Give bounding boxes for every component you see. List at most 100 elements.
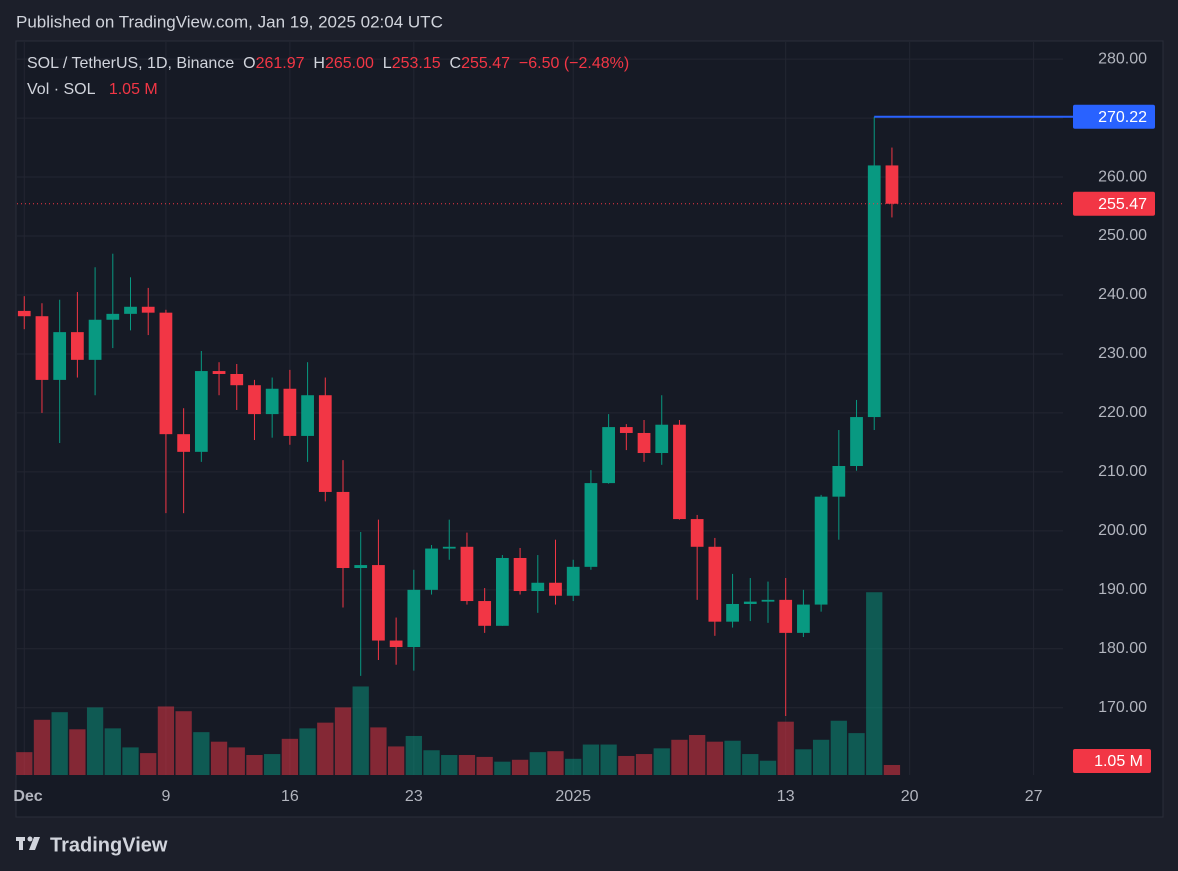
- candle-body: [177, 434, 191, 452]
- volume-bar: [334, 707, 352, 775]
- volume-bar: [812, 739, 830, 775]
- y-tick-label: 170.00: [1098, 699, 1147, 716]
- candle-body: [867, 165, 881, 418]
- candle-body: [549, 582, 562, 596]
- volume-bar: [246, 755, 263, 775]
- volume-bar: [122, 747, 139, 775]
- candle-body: [832, 465, 846, 497]
- x-tick-label: 9: [161, 788, 170, 805]
- y-tick-label: 210.00: [1098, 463, 1147, 480]
- y-tick-label: 250.00: [1098, 227, 1147, 244]
- candle-body: [495, 557, 509, 626]
- candle-body: [726, 603, 739, 622]
- volume-bar: [671, 739, 688, 775]
- candle-body: [743, 601, 757, 604]
- volume-bar: [742, 754, 759, 775]
- chart-frame: [15, 40, 1164, 818]
- candle-body: [637, 432, 651, 454]
- volume-bar: [299, 728, 316, 775]
- published-note: Published on TradingView.com, Jan 19, 20…: [16, 12, 443, 31]
- volume-bar: [848, 733, 865, 775]
- change: −6.50 (−2.48%): [518, 55, 630, 72]
- volume-bar: [635, 754, 653, 775]
- candle-body: [531, 582, 545, 592]
- candle-body: [106, 313, 120, 320]
- volume-bar: [16, 752, 33, 775]
- candle-body: [584, 483, 598, 567]
- y-tick-label: 190.00: [1098, 581, 1147, 598]
- candle-body: [212, 371, 226, 375]
- volume-name: Vol · SOL: [27, 81, 96, 98]
- volume-bar: [387, 746, 405, 775]
- volume-bar: [689, 735, 706, 775]
- volume-bar: [157, 706, 175, 775]
- volume-bar: [104, 728, 121, 775]
- candle-body: [124, 306, 137, 314]
- ohlc-value: 265.00: [324, 55, 374, 72]
- y-tick-label: 180.00: [1098, 640, 1147, 657]
- candle-body: [708, 546, 722, 622]
- volume-bar: [210, 741, 228, 775]
- volume-bar: [724, 740, 741, 775]
- symbol: SOL / TetherUS, 1D, Binance: [27, 55, 235, 72]
- x-tick-label: 27: [1025, 788, 1043, 805]
- high-box: [1073, 104, 1155, 129]
- ohlc-value: 255.47: [461, 55, 511, 72]
- candle-body: [850, 417, 863, 466]
- volume-bar: [565, 758, 582, 775]
- volume-bar: [600, 744, 617, 775]
- volume-bar: [866, 592, 883, 775]
- volume-bar: [405, 735, 422, 775]
- volume-bar: [86, 707, 104, 775]
- candle-body: [442, 546, 456, 549]
- candle-body: [71, 332, 84, 360]
- volume-bar: [33, 719, 51, 775]
- volume-bar: [777, 721, 794, 775]
- volume-bar: [653, 748, 670, 775]
- volume-bar: [317, 722, 334, 775]
- candle-body: [602, 427, 615, 484]
- candle-body: [248, 385, 261, 415]
- last-price-label: 255.47: [1098, 196, 1147, 213]
- candle-body: [761, 599, 775, 602]
- x-tick-label: Dec: [13, 788, 42, 805]
- ohlc-value: 261.97: [255, 55, 305, 72]
- brand-name: TradingView: [50, 834, 168, 856]
- volume-bar: [370, 727, 387, 775]
- candle-body: [265, 388, 279, 415]
- candle-body: [230, 374, 244, 386]
- y-tick-label: 230.00: [1098, 345, 1147, 362]
- candle-body: [354, 565, 368, 569]
- candle-body: [336, 491, 350, 569]
- volume-bar: [759, 760, 777, 775]
- candle-body: [88, 319, 102, 360]
- candle-body: [53, 332, 67, 380]
- x-tick-label: 23: [405, 788, 423, 805]
- ohlc-key: H: [313, 55, 325, 72]
- volume-bar: [582, 744, 600, 775]
- candle-body: [425, 548, 438, 590]
- candle-body: [814, 496, 828, 605]
- candle-body: [141, 306, 155, 313]
- x-tick-label: 16: [281, 788, 299, 805]
- volume-bar: [795, 749, 812, 775]
- candle-body: [513, 557, 527, 592]
- volume-axis-label: 1.05 M: [1094, 753, 1143, 770]
- y-tick-label: 260.00: [1098, 168, 1147, 185]
- candle-body: [35, 316, 49, 380]
- candle-body: [17, 310, 31, 317]
- volume-legend: Vol · SOL 1.05 M: [27, 81, 158, 99]
- candle-body: [159, 312, 173, 435]
- volume-bar: [69, 729, 86, 775]
- candle-body: [283, 388, 297, 436]
- y-tick-label: 240.00: [1098, 286, 1147, 303]
- volume-bar: [352, 686, 369, 775]
- legend: SOL / TetherUS, 1D, Binance O261.97 H265…: [27, 55, 629, 73]
- candle-body: [318, 395, 332, 492]
- x-tick-label: 20: [901, 788, 919, 805]
- volume-bar: [264, 754, 281, 775]
- volume-bar: [494, 761, 511, 775]
- x-tick-label: 13: [777, 788, 795, 805]
